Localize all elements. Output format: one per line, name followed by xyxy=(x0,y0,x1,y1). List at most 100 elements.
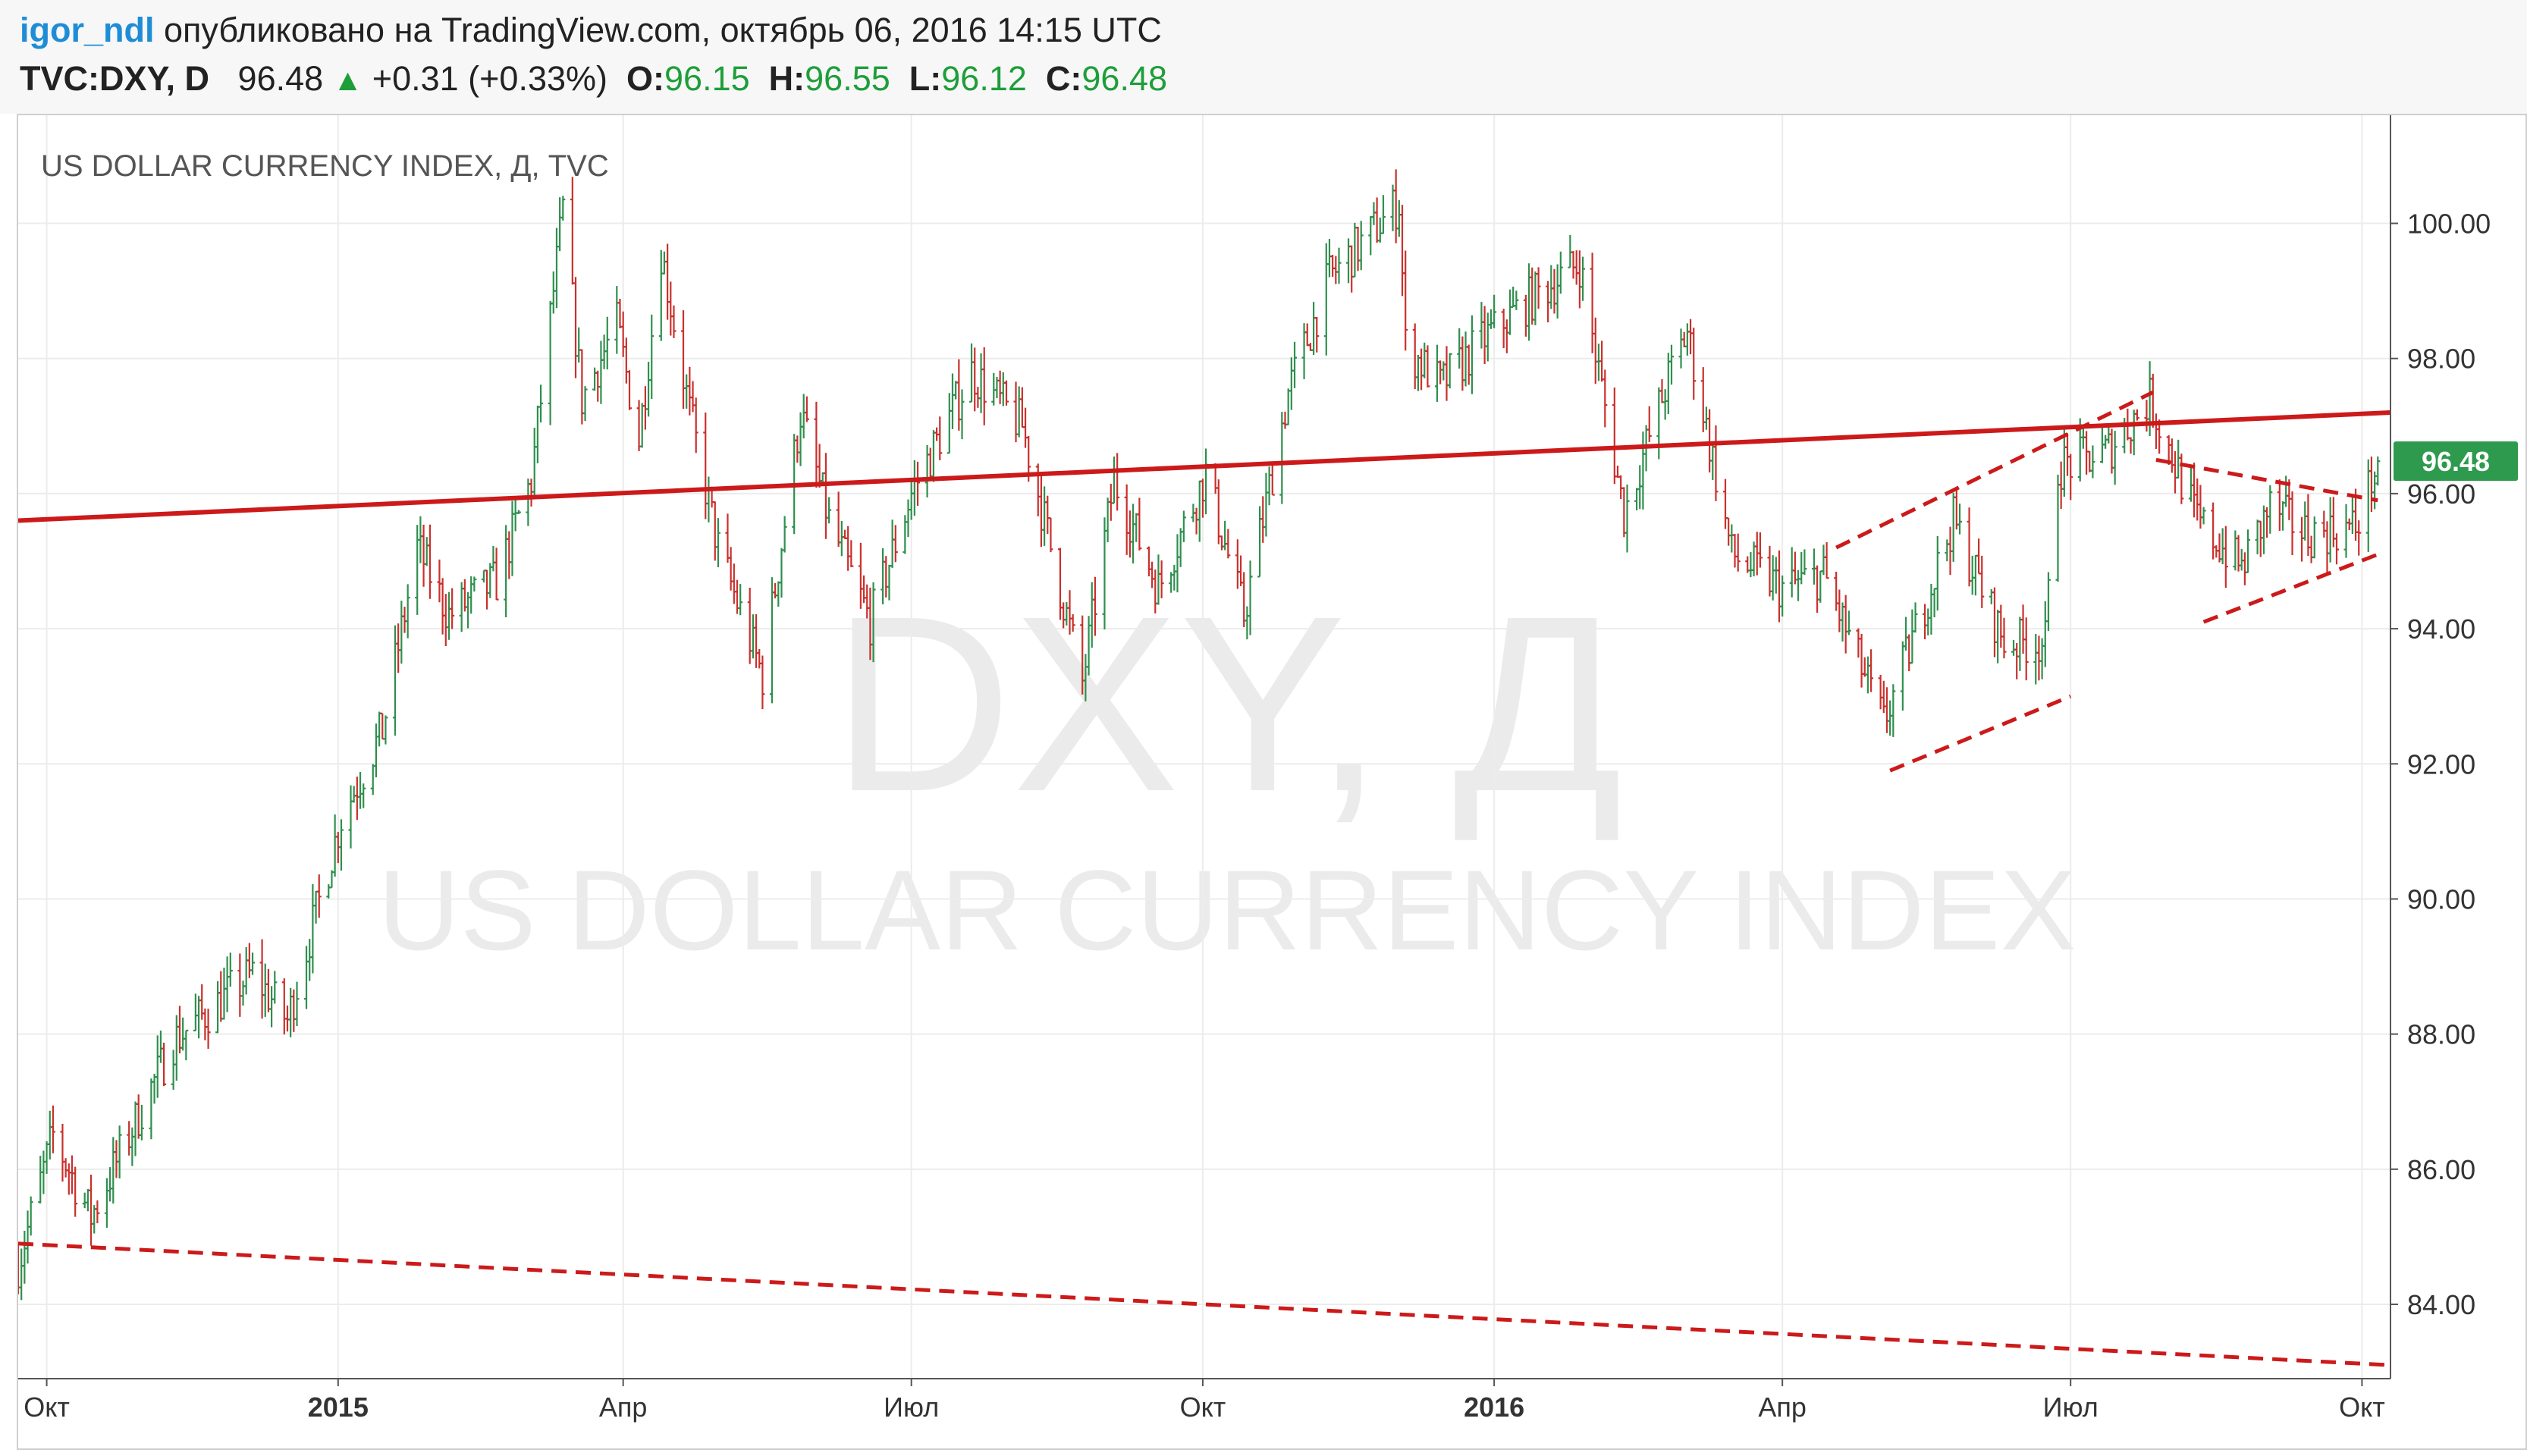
candle xyxy=(2277,479,2282,531)
candle xyxy=(1992,587,1997,657)
candle xyxy=(41,1150,46,1194)
candle xyxy=(804,396,809,422)
candle xyxy=(1973,554,1978,596)
candle xyxy=(1688,318,1694,355)
candle xyxy=(22,1230,27,1284)
candle xyxy=(1422,342,1427,378)
candle xyxy=(259,939,265,1019)
candle xyxy=(946,393,952,454)
candle xyxy=(399,601,404,664)
candle xyxy=(69,1155,74,1194)
candle xyxy=(1003,380,1009,406)
candle xyxy=(1678,328,1684,369)
candle xyxy=(66,1163,71,1195)
candle xyxy=(975,387,981,408)
candle xyxy=(614,286,620,354)
candle xyxy=(1311,302,1317,356)
candle xyxy=(1881,680,1886,714)
candle xyxy=(1603,369,1608,428)
y-tick-label: 84.00 xyxy=(2407,1289,2475,1320)
candle xyxy=(890,519,895,568)
candle xyxy=(18,1241,20,1294)
trend-line-triangle-upper xyxy=(2155,457,2378,503)
candle xyxy=(1023,407,1028,448)
candle xyxy=(1514,290,1519,310)
candle xyxy=(1533,271,1538,325)
candle xyxy=(760,655,765,710)
candle xyxy=(769,577,774,704)
candle xyxy=(1574,250,1579,285)
x-tick-label: Июл xyxy=(2043,1392,2099,1423)
candle xyxy=(2176,439,2181,479)
y-tick-label: 98.00 xyxy=(2407,344,2475,375)
candle xyxy=(246,943,252,978)
candle xyxy=(1599,340,1605,382)
candle xyxy=(361,783,366,808)
candle xyxy=(1571,251,1576,279)
candle xyxy=(450,588,455,629)
candle xyxy=(82,1192,87,1209)
candle xyxy=(2220,528,2225,565)
candle xyxy=(1834,571,1839,611)
candle xyxy=(1646,406,1652,442)
candle xyxy=(661,251,667,275)
candle xyxy=(906,499,911,538)
candle xyxy=(535,405,540,463)
candle xyxy=(582,386,588,422)
candle xyxy=(725,513,730,563)
candle xyxy=(1555,264,1560,318)
candle xyxy=(488,563,493,598)
candle xyxy=(1131,504,1136,564)
candle xyxy=(1508,289,1513,335)
candle xyxy=(2201,507,2206,525)
candle xyxy=(2195,479,2200,521)
candle xyxy=(1178,528,1183,567)
author-link[interactable]: igor_ndl xyxy=(20,11,155,49)
candle xyxy=(623,337,629,384)
candle xyxy=(1390,184,1395,231)
candle xyxy=(548,301,553,425)
candle xyxy=(1773,557,1778,594)
candle xyxy=(1482,306,1487,365)
candle xyxy=(250,952,256,975)
candle xyxy=(814,401,819,488)
candle xyxy=(1536,267,1541,309)
candle xyxy=(557,197,563,252)
x-tick-label: 2015 xyxy=(308,1392,369,1423)
candle xyxy=(893,525,898,563)
candle xyxy=(1260,496,1266,543)
candle xyxy=(1181,510,1186,542)
candle xyxy=(1124,484,1129,555)
candle xyxy=(2055,474,2061,582)
candle xyxy=(288,987,294,1037)
candle xyxy=(196,996,202,1039)
candle xyxy=(972,347,978,412)
x-tick-label: Окт xyxy=(24,1392,70,1423)
candle xyxy=(551,271,556,314)
candle xyxy=(2328,497,2333,563)
candle xyxy=(95,1200,100,1224)
candle xyxy=(1371,202,1377,225)
candle xyxy=(130,1127,135,1166)
candle xyxy=(446,592,451,640)
watermark: DXY, ДUS DOLLAR CURRENCY INDEX xyxy=(378,563,2076,974)
watermark-name: US DOLLAR CURRENCY INDEX xyxy=(378,846,2076,974)
candle xyxy=(215,981,221,1034)
candle xyxy=(1380,195,1386,234)
candle xyxy=(1684,323,1690,356)
candle xyxy=(627,370,633,410)
candle xyxy=(2375,456,2381,486)
candle xyxy=(114,1140,119,1178)
candle xyxy=(1634,488,1640,511)
candle xyxy=(281,978,287,1035)
price-chart[interactable]: DXY, ДUS DOLLAR CURRENCY INDEX 84.00 86.0… xyxy=(18,115,2525,1448)
candle xyxy=(997,370,1003,404)
candle xyxy=(1967,507,1972,587)
candle xyxy=(776,581,781,607)
candle xyxy=(2343,504,2349,558)
candle xyxy=(690,381,695,413)
candle xyxy=(2334,533,2340,565)
trend-line-triangle-lower xyxy=(2202,552,2379,624)
candle xyxy=(294,981,300,1027)
candle xyxy=(827,497,832,524)
